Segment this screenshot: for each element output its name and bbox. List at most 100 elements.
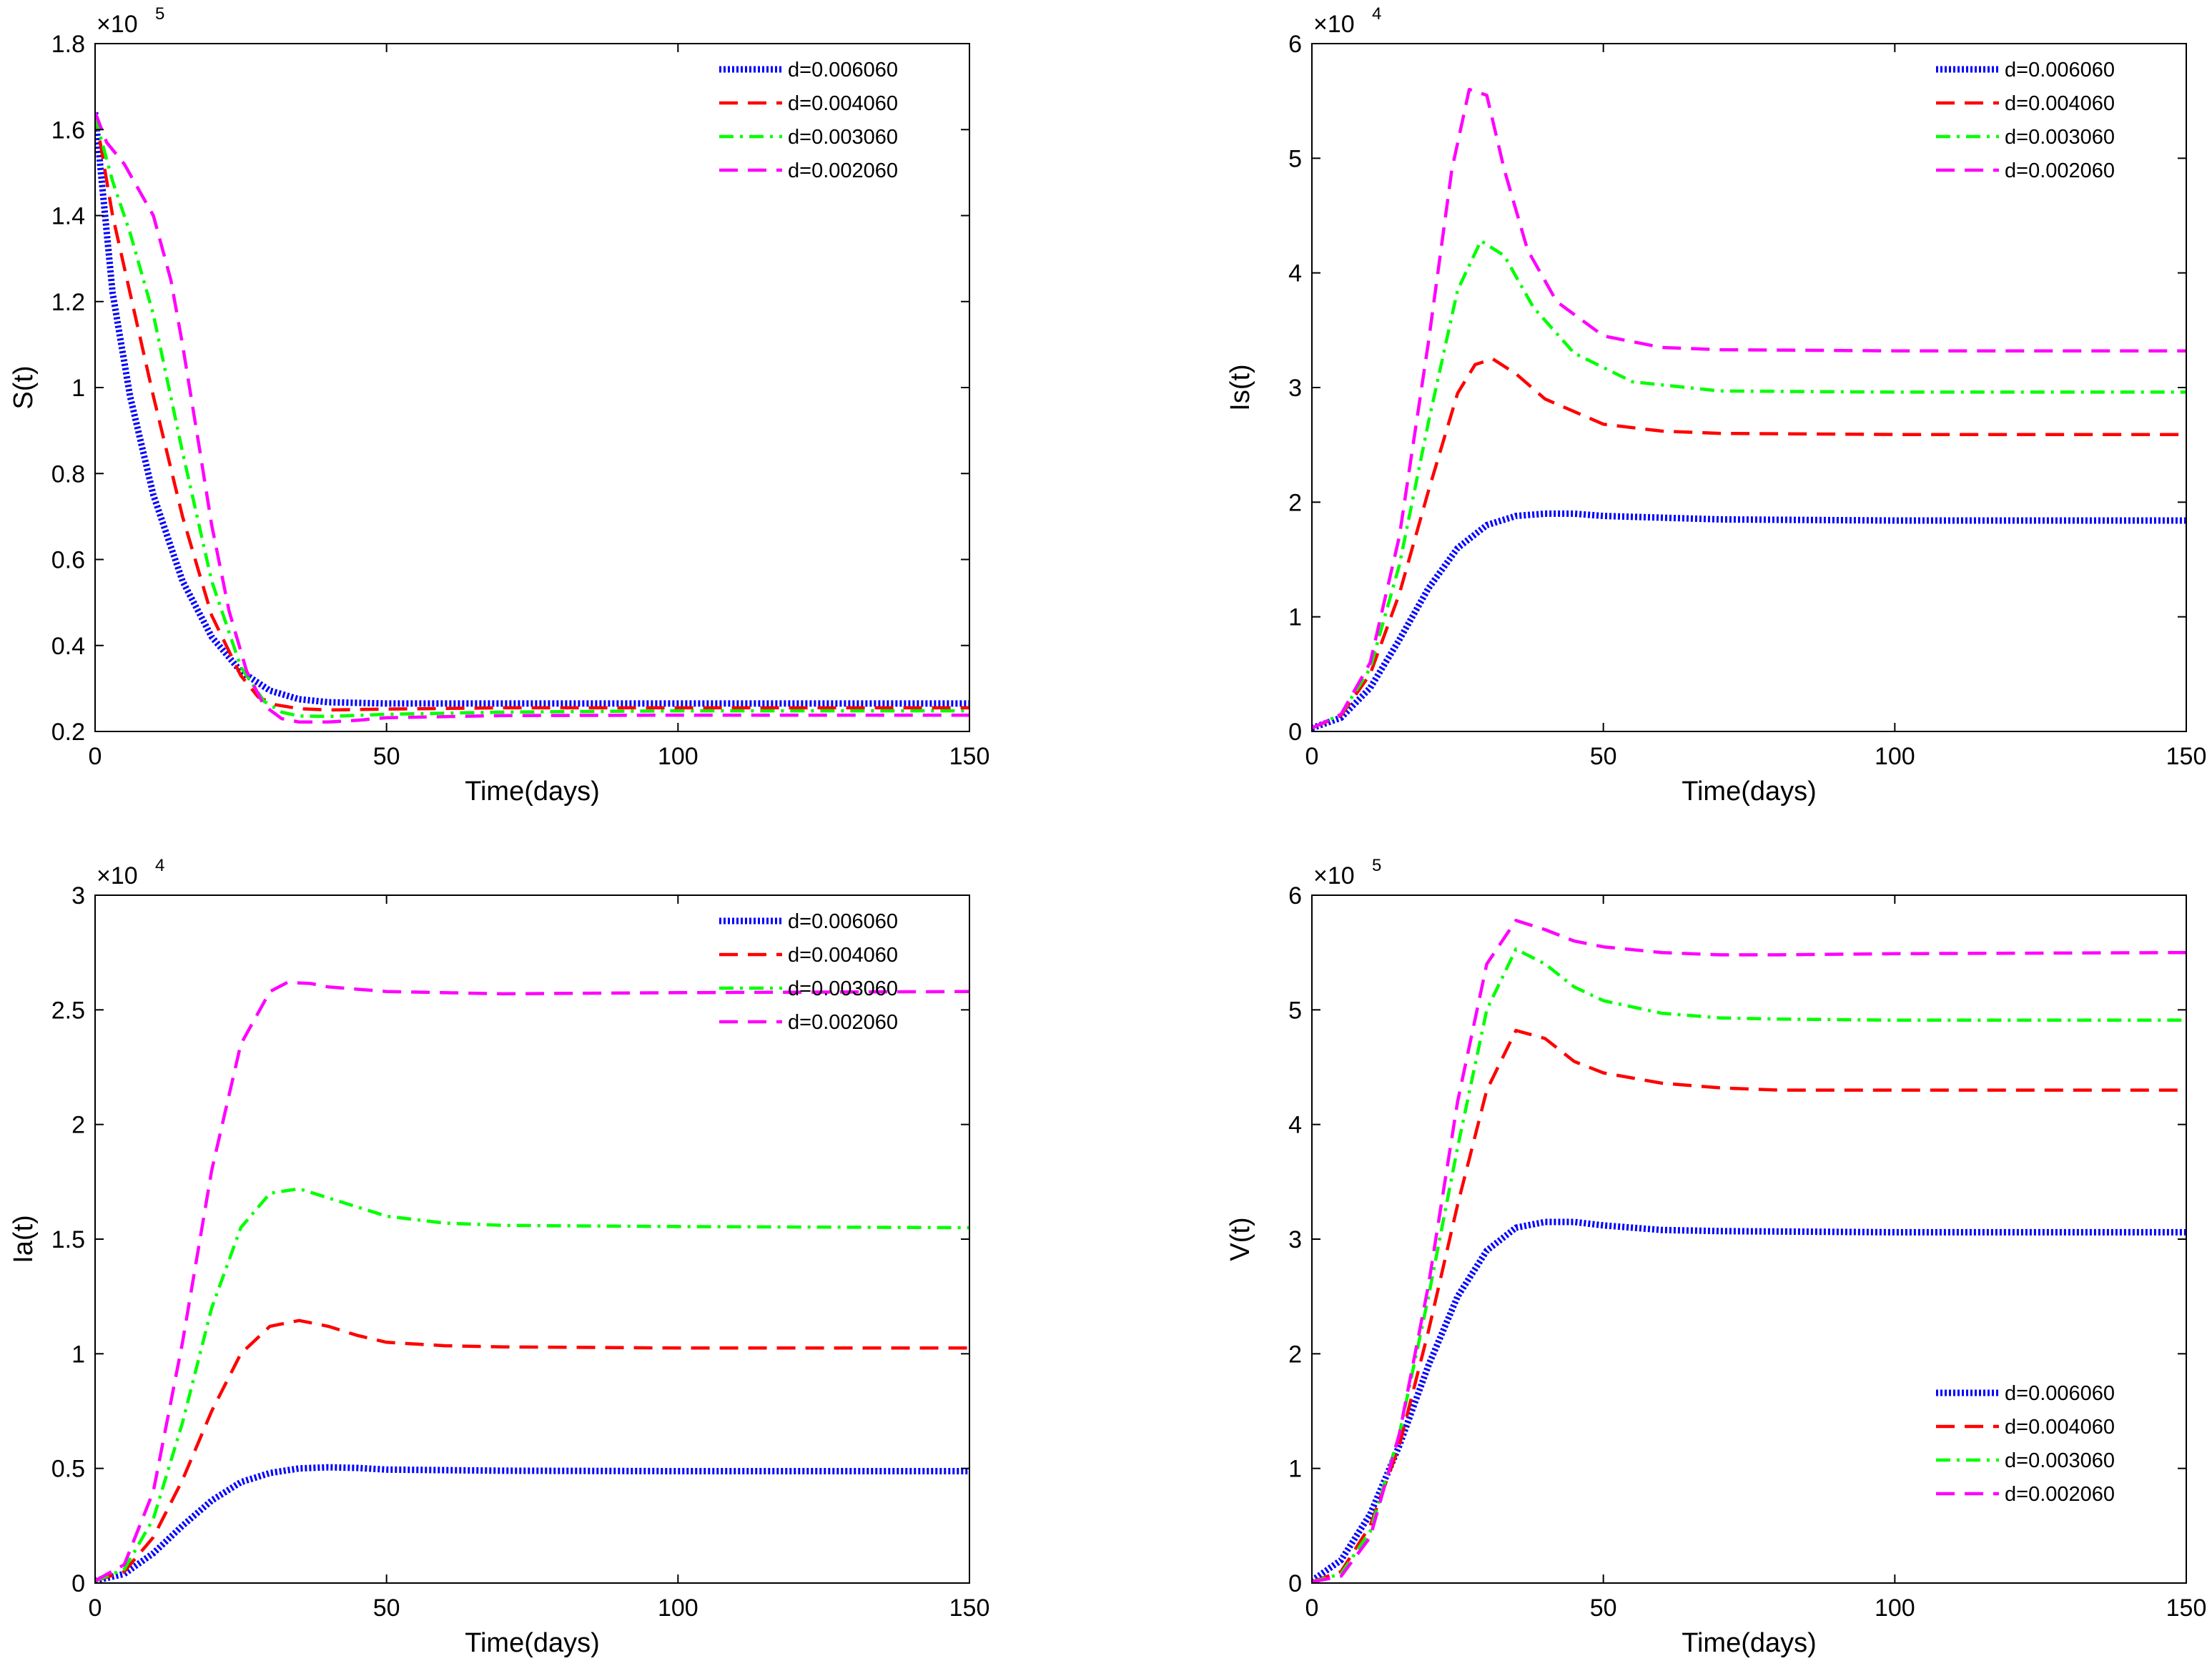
legend-label-3: d=0.003060 bbox=[2005, 1449, 2115, 1472]
legend-label-3: d=0.003060 bbox=[788, 126, 898, 149]
series-line-3 bbox=[95, 1187, 969, 1582]
plot-area bbox=[1312, 895, 2186, 1583]
y-axis-label: V(t) bbox=[1225, 1217, 1255, 1261]
x-tick-label: 150 bbox=[949, 1594, 990, 1622]
series-group bbox=[95, 980, 969, 1583]
y-tick-label: 2 bbox=[1288, 489, 1302, 516]
series-line-1 bbox=[95, 112, 969, 707]
series-line-3 bbox=[95, 116, 969, 719]
y-tick-label: 2.5 bbox=[51, 997, 85, 1024]
y-tick-label: 0.8 bbox=[51, 460, 85, 488]
x-tick-label: 0 bbox=[89, 743, 102, 770]
legend: d=0.006060 d=0.004060 d=0.003060 d=0.002060 bbox=[719, 59, 898, 182]
y-tick-label: 1.6 bbox=[51, 117, 85, 144]
legend-label-3: d=0.003060 bbox=[2005, 126, 2115, 149]
x-tick-label: 0 bbox=[1305, 743, 1319, 770]
axis-multiplier: ×10 bbox=[97, 862, 138, 889]
y-tick-label: 3 bbox=[1288, 375, 1302, 402]
legend-label-3: d=0.003060 bbox=[788, 977, 898, 1000]
axis-multiplier-exponent: 5 bbox=[155, 4, 164, 24]
legend: d=0.006060 d=0.004060 d=0.003060 d=0.002060 bbox=[719, 910, 898, 1034]
y-tick-label: 5 bbox=[1288, 997, 1302, 1024]
legend-label-4: d=0.002060 bbox=[2005, 1483, 2115, 1506]
x-axis-label: Time(days) bbox=[1682, 1628, 1817, 1658]
legend-label-4: d=0.002060 bbox=[2005, 159, 2115, 182]
x-tick-label: 50 bbox=[1590, 1594, 1617, 1622]
y-tick-label: 3 bbox=[1288, 1226, 1302, 1253]
x-tick-label: 50 bbox=[1590, 743, 1617, 770]
axis-multiplier: ×10 bbox=[1313, 11, 1355, 38]
series-line-4 bbox=[1312, 87, 2186, 730]
y-tick-label: 1 bbox=[71, 1341, 85, 1368]
x-tick-label: 100 bbox=[658, 743, 698, 770]
x-axis-label: Time(days) bbox=[1682, 777, 1817, 807]
x-axis-label: Time(days) bbox=[465, 777, 600, 807]
plot-area bbox=[95, 44, 969, 731]
legend: d=0.006060 d=0.004060 d=0.003060 d=0.002060 bbox=[1936, 1382, 2115, 1506]
series-group bbox=[95, 112, 969, 724]
legend-label-1: d=0.006060 bbox=[788, 910, 898, 933]
legend: d=0.006060 d=0.004060 d=0.003060 d=0.002060 bbox=[1936, 59, 2115, 182]
x-tick-label: 150 bbox=[2166, 743, 2207, 770]
series-group bbox=[1312, 87, 2186, 731]
x-tick-label: 50 bbox=[373, 1594, 400, 1622]
legend-label-1: d=0.006060 bbox=[788, 59, 898, 82]
legend-label-2: d=0.004060 bbox=[2005, 92, 2115, 115]
y-tick-label: 0.6 bbox=[51, 547, 85, 574]
y-tick-label: 1.4 bbox=[51, 203, 85, 230]
y-tick-label: 4 bbox=[1288, 260, 1302, 287]
axis-multiplier-exponent: 4 bbox=[155, 856, 164, 875]
series-line-1 bbox=[1312, 1218, 2186, 1583]
y-axis-label: Is(t) bbox=[1225, 364, 1255, 410]
legend-label-1: d=0.006060 bbox=[2005, 1382, 2115, 1405]
axis-multiplier-exponent: 5 bbox=[1372, 856, 1381, 875]
y-tick-label: 5 bbox=[1288, 145, 1302, 172]
x-tick-label: 50 bbox=[373, 743, 400, 770]
y-tick-label: 3 bbox=[71, 882, 85, 910]
x-tick-label: 150 bbox=[949, 743, 990, 770]
legend-label-4: d=0.002060 bbox=[788, 159, 898, 182]
y-tick-label: 4 bbox=[1288, 1112, 1302, 1139]
legend-label-2: d=0.004060 bbox=[788, 944, 898, 967]
chart-panel-3: 0 50 100 150 0 0.5 1 1.5 2 2.5 3 ×10 4 Time(days) Ia(t… bbox=[9, 856, 989, 1658]
y-tick-label: 0.2 bbox=[51, 719, 85, 746]
y-tick-label: 0.4 bbox=[51, 633, 85, 660]
x-tick-label: 0 bbox=[1305, 1594, 1319, 1622]
series-line-3 bbox=[1312, 239, 2186, 730]
y-tick-label: 0 bbox=[71, 1570, 85, 1597]
x-tick-label: 150 bbox=[2166, 1594, 2207, 1622]
x-tick-label: 0 bbox=[89, 1594, 102, 1622]
y-tick-label: 0 bbox=[1288, 719, 1302, 746]
axis-multiplier-exponent: 4 bbox=[1372, 4, 1381, 24]
legend-label-4: d=0.002060 bbox=[788, 1011, 898, 1034]
y-tick-label: 1 bbox=[1288, 604, 1302, 631]
series-line-1 bbox=[95, 1464, 969, 1583]
chart-panel-2: 0 50 100 150 0 1 2 3 4 5 6 ×10 4 Time(days) Is(t) d=0.0… bbox=[1225, 4, 2206, 807]
x-tick-label: 100 bbox=[1875, 1594, 1915, 1622]
chart-panel-4: 0 50 100 150 0 1 2 3 4 5 6 ×10 5 Time(days) V(t) d=0.00… bbox=[1225, 856, 2206, 1658]
y-tick-label: 1.8 bbox=[51, 31, 85, 58]
y-tick-label: 0.5 bbox=[51, 1456, 85, 1483]
series-line-2 bbox=[95, 1318, 969, 1582]
series-line-4 bbox=[95, 112, 969, 724]
plot-area bbox=[1312, 44, 2186, 731]
y-axis-label: S(t) bbox=[9, 365, 39, 409]
series-line-1 bbox=[1312, 510, 2186, 731]
y-tick-label: 0 bbox=[1288, 1570, 1302, 1597]
series-line-4 bbox=[1312, 919, 2186, 1583]
x-tick-label: 100 bbox=[1875, 743, 1915, 770]
x-axis-label: Time(days) bbox=[465, 1628, 600, 1658]
x-tick-label: 100 bbox=[658, 1594, 698, 1622]
series-line-3 bbox=[1312, 947, 2186, 1583]
legend-label-2: d=0.004060 bbox=[2005, 1416, 2115, 1439]
legend-label-2: d=0.004060 bbox=[788, 92, 898, 115]
y-tick-label: 1.5 bbox=[51, 1226, 85, 1253]
legend-label-1: d=0.006060 bbox=[2005, 59, 2115, 82]
y-tick-label: 2 bbox=[71, 1112, 85, 1139]
y-tick-label: 2 bbox=[1288, 1341, 1302, 1368]
axis-multiplier: ×10 bbox=[97, 11, 138, 38]
y-tick-label: 6 bbox=[1288, 31, 1302, 58]
series-group bbox=[1312, 919, 2186, 1583]
y-tick-label: 1 bbox=[71, 375, 85, 402]
